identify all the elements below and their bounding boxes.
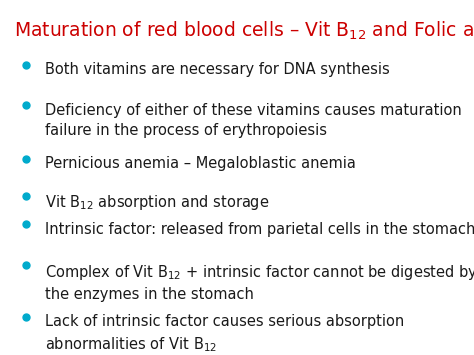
Text: Lack of intrinsic factor causes serious absorption
abnormalities of Vit B$_{12}$: Lack of intrinsic factor causes serious … — [45, 314, 404, 354]
Text: Intrinsic factor: released from parietal cells in the stomach: Intrinsic factor: released from parietal… — [45, 222, 474, 237]
Text: Maturation of red blood cells – Vit B$_{12}$ and Folic acid: Maturation of red blood cells – Vit B$_{… — [14, 20, 474, 42]
Text: Vit B$_{12}$ absorption and storage: Vit B$_{12}$ absorption and storage — [45, 193, 270, 213]
Text: Both vitamins are necessary for DNA synthesis: Both vitamins are necessary for DNA synt… — [45, 62, 390, 77]
Text: Complex of Vit B$_{12}$ + intrinsic factor cannot be digested by
the enzymes in : Complex of Vit B$_{12}$ + intrinsic fact… — [45, 263, 474, 302]
Text: Deficiency of either of these vitamins causes maturation
failure in the process : Deficiency of either of these vitamins c… — [45, 103, 462, 138]
Text: Pernicious anemia – Megaloblastic anemia: Pernicious anemia – Megaloblastic anemia — [45, 156, 356, 171]
